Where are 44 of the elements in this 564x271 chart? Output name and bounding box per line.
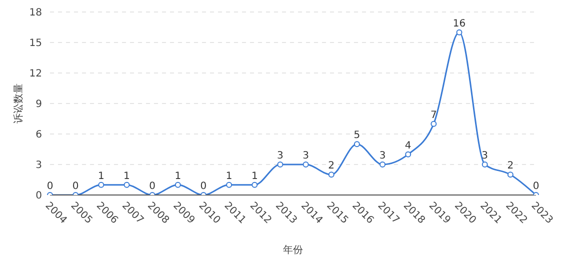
point — [456, 29, 462, 36]
data-label: 0 — [149, 181, 156, 192]
point — [354, 141, 360, 148]
data-label: 3 — [482, 150, 488, 162]
point — [252, 182, 258, 188]
y-tick-label: 0 — [36, 190, 42, 202]
x-axis-title: 年份 — [283, 244, 303, 256]
data-label: 1 — [174, 170, 182, 182]
data-label: 2 — [328, 160, 335, 172]
point — [277, 162, 284, 168]
data-label: 0 — [46, 181, 54, 192]
y-tick-label: 18 — [29, 8, 42, 19]
point — [405, 151, 412, 158]
data-label: 7 — [430, 110, 437, 121]
data-label: 5 — [354, 130, 360, 142]
point — [124, 182, 130, 188]
point — [174, 182, 181, 188]
data-label: 3 — [277, 150, 284, 162]
data-label: 1 — [226, 170, 232, 182]
point — [482, 162, 488, 168]
y-tick-label: 3 — [36, 160, 42, 172]
data-label: 1 — [98, 170, 104, 182]
data-label: 3 — [379, 150, 386, 162]
point — [328, 172, 334, 178]
y-tick-label: 9 — [36, 99, 42, 110]
y-axis-title: 诉讼数量 — [12, 84, 25, 124]
data-label: 0 — [532, 181, 540, 192]
data-label: 0 — [72, 181, 79, 192]
data-label: 1 — [251, 170, 258, 182]
y-tick-label: 15 — [29, 38, 42, 50]
point — [98, 182, 104, 188]
data-label: 2 — [507, 160, 514, 172]
y-tick-label: 12 — [29, 68, 42, 80]
point — [430, 120, 437, 127]
y-tick-label: 6 — [36, 130, 42, 141]
point — [380, 162, 386, 168]
point — [226, 182, 232, 188]
data-label: 4 — [404, 140, 412, 152]
data-label: 16 — [452, 18, 466, 30]
point — [507, 172, 514, 178]
point — [302, 162, 309, 168]
data-label: 3 — [302, 150, 309, 162]
data-label: 1 — [124, 170, 130, 182]
data-label: 0 — [200, 181, 207, 192]
